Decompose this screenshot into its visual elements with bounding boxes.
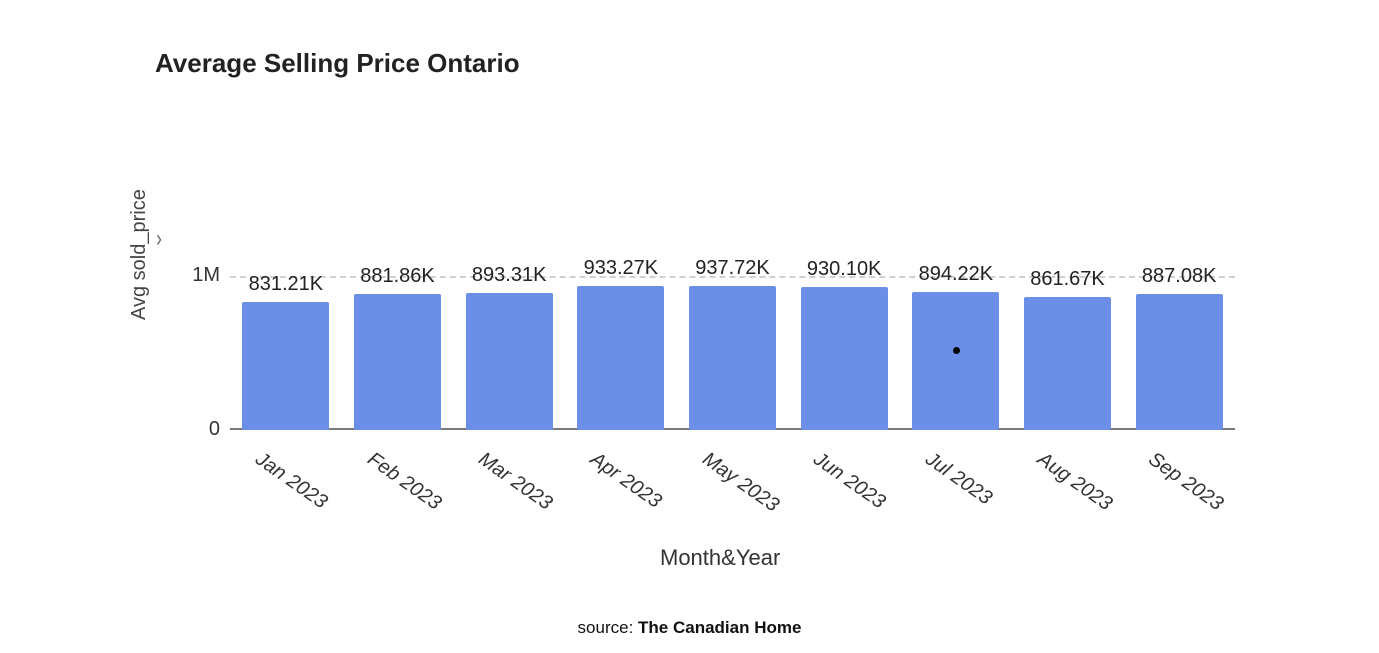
x-tick-label: Jul 2023 [921,448,996,510]
source-label: source: [578,618,638,637]
x-axis-label: Month&Year [660,545,780,571]
bar-value-label: 831.21K [249,273,324,296]
x-tick-label: Mar 2023 [474,448,556,515]
source-attribution: source: The Canadian Home [0,618,1379,638]
bar [354,294,441,430]
source-name: The Canadian Home [638,618,801,637]
x-tick-label: Apr 2023 [586,448,666,513]
bar-value-label: 937.72K [695,257,770,280]
x-tick-label: May 2023 [697,448,782,517]
x-tick-label: Aug 2023 [1032,448,1115,516]
bar [242,302,329,430]
plot-area: 831.21K 881.86K 893.31K 933.27K 937.72K 930.1… [230,230,1235,430]
chart-title: Average Selling Price Ontario [155,48,520,79]
x-tick-label: Jun 2023 [809,448,890,514]
bar-value-label: 881.86K [360,265,435,288]
bar-value-label: 933.27K [584,257,659,280]
bar [1136,294,1223,430]
y-tick-label: 0 [160,418,220,441]
marker-dot [953,347,960,354]
x-tick-label: Sep 2023 [1144,448,1227,516]
bar [1024,297,1111,430]
y-tick-label: 1M [160,264,220,287]
bar [689,286,776,430]
bar [466,293,553,430]
bar [912,292,999,430]
bar [577,286,664,430]
bar [801,287,888,430]
bar-value-label: 887.08K [1142,265,1217,288]
bar-value-label: 861.67K [1030,268,1105,291]
bar-value-label: 893.31K [472,264,547,287]
chevron-up-icon: › [156,225,162,253]
y-axis-label: Avg sold_price [128,189,151,320]
x-tick-label: Jan 2023 [251,448,332,514]
x-tick-label: Feb 2023 [362,448,444,515]
bar-value-label: 894.22K [919,263,994,286]
chart-container: { "chart": { "type": "bar", "title": "Av… [0,0,1379,653]
bar-value-label: 930.10K [807,258,882,281]
